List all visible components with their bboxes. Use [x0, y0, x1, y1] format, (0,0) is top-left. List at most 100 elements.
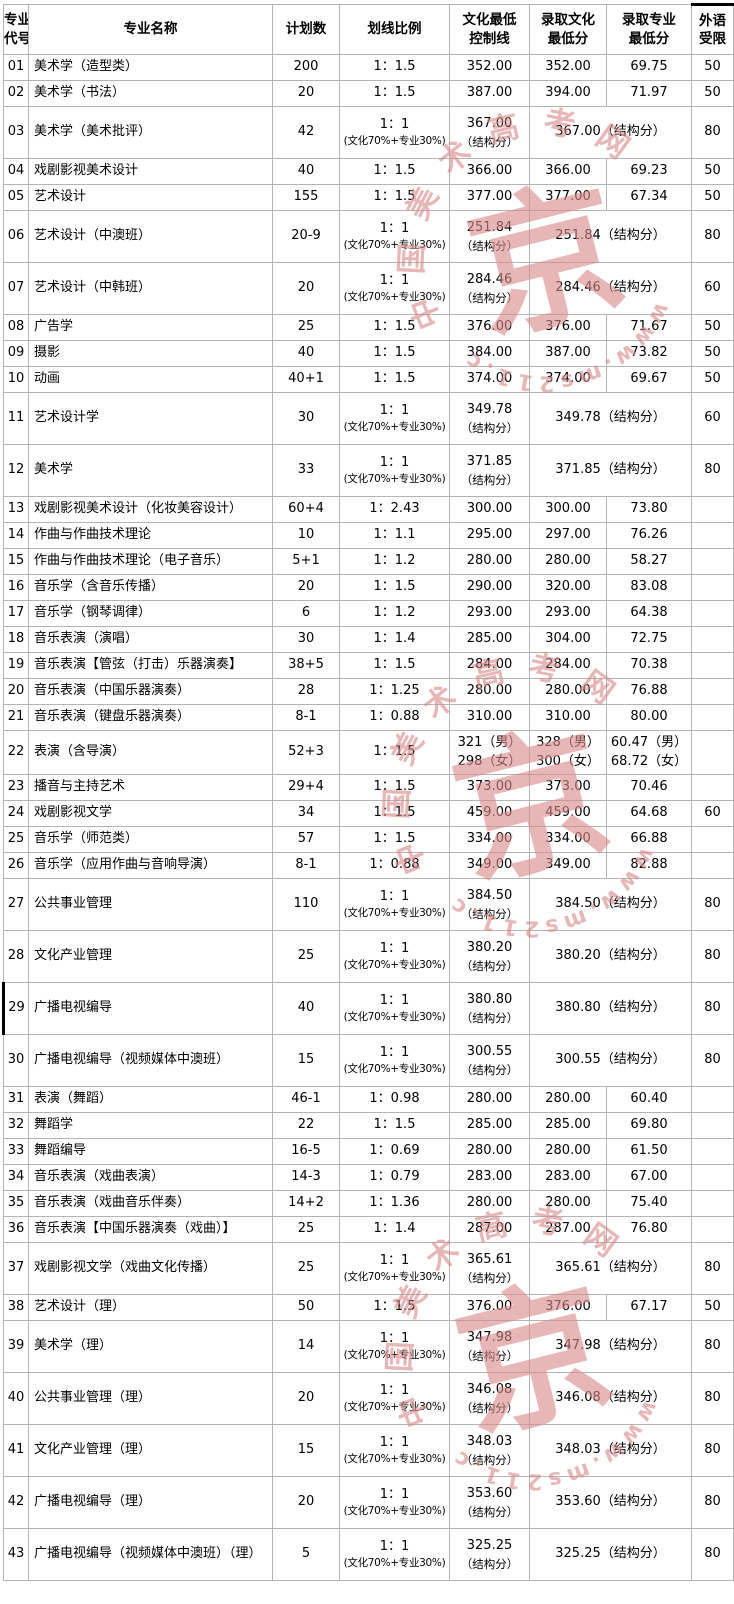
cell-ratio: 1：1 (文化70%+专业30%) — [339, 1424, 450, 1477]
cell-major-code: 32 — [3, 1112, 29, 1139]
cell-ratio: 1：1.5 — [339, 184, 450, 211]
table-row: 01 美术学（造型类） 200 1：1.5 352.00 352.00 69.75 50 — [3, 54, 734, 81]
cell-ratio: 1：1.2 — [339, 600, 450, 627]
cell-major-name: 音乐表演（戏曲音乐伴奏） — [28, 1190, 273, 1217]
cell-major-code: 06 — [3, 210, 29, 263]
cell-ratio: 1：1 (文化70%+专业30%) — [339, 878, 450, 931]
cell-culture-control-line: 325.25 （结构分） — [449, 1528, 530, 1581]
cell-foreign-limit — [691, 652, 734, 679]
cell-plan-count: 50 — [272, 1294, 340, 1321]
cell-major-name: 艺术设计（理） — [28, 1294, 273, 1321]
cell-foreign-limit — [691, 704, 734, 731]
cell-culture-control-line: 384.50 （结构分） — [449, 878, 530, 931]
table-row: 05 艺术设计 155 1：1.5 377.00 377.00 67.34 50 — [3, 184, 734, 211]
cell-culture-control-line: 280.00 — [449, 1138, 530, 1165]
cell-plan-count: 25 — [272, 314, 340, 341]
cell-admit-merged-score: 349.78（结构分） — [529, 392, 692, 445]
cell-major-code: 30 — [3, 1034, 29, 1087]
cell-culture-control-line: 380.20 （结构分） — [449, 930, 530, 983]
cell-admit-culture-min: 310.00 — [529, 704, 607, 731]
cell-foreign-limit — [691, 1190, 734, 1217]
cell-culture-control-line: 367.00 （结构分） — [449, 106, 530, 159]
cell-major-name: 艺术设计 — [28, 184, 273, 211]
cell-culture-control-line: 285.00 — [449, 626, 530, 653]
cell-major-name: 文化产业管理（理） — [28, 1424, 273, 1477]
cell-culture-control-line: 353.60 （结构分） — [449, 1476, 530, 1529]
cell-foreign-limit: 80 — [691, 1320, 734, 1373]
cell-ratio: 1：1.5 — [339, 314, 450, 341]
cell-major-code: 26 — [3, 852, 29, 879]
table-row: 07 艺术设计（中韩班） 20 1：1 (文化70%+专业30%) 284.46 （结构分）… — [3, 262, 734, 315]
table-row: 14 作曲与作曲技术理论 10 1：1.1 295.00 297.00 76.26 — [3, 522, 734, 549]
cell-ratio: 1：1.5 — [339, 54, 450, 81]
cell-admit-major-min: 73.82 — [606, 340, 692, 367]
cell-admit-merged-score: 353.60（结构分） — [529, 1476, 692, 1529]
table-row: 21 音乐表演（键盘乐器演奏） 8-1 1：0.88 310.00 310.00 80.00 — [3, 704, 734, 731]
cell-major-code: 01 — [3, 54, 29, 81]
cell-admit-culture-min: 280.00 — [529, 1190, 607, 1217]
cell-admit-culture-min: 293.00 — [529, 600, 607, 627]
cell-major-code: 33 — [3, 1138, 29, 1165]
cell-major-name: 戏剧影视文学（戏曲文化传播） — [28, 1242, 273, 1295]
cell-admit-merged-score: 325.25（结构分） — [529, 1528, 692, 1581]
scores-table-container: 专业 代号 专业名称 计划数 划线比例 文化最低 控制线 录取文化 — [2, 3, 734, 1581]
cell-culture-control-line: 295.00 — [449, 522, 530, 549]
cell-plan-count: 38+5 — [272, 652, 340, 679]
cell-ratio: 1：0.88 — [339, 704, 450, 731]
cell-major-name: 音乐学（应用作曲与音响导演） — [28, 852, 273, 879]
cell-foreign-limit — [691, 626, 734, 653]
table-row: 37 戏剧影视文学（戏曲文化传播） 25 1：1 (文化70%+专业30%) 365.61… — [3, 1242, 734, 1295]
cell-plan-count: 25 — [272, 1242, 340, 1295]
cell-major-name: 广播电视编导（视频媒体中澳班） — [28, 1034, 273, 1087]
cell-admit-major-min: 61.50 — [606, 1138, 692, 1165]
cell-ratio: 1：1.5 — [339, 80, 450, 107]
cell-plan-count: 28 — [272, 678, 340, 705]
cell-major-code: 35 — [3, 1190, 29, 1217]
cell-major-code: 37 — [3, 1242, 29, 1295]
cell-major-name: 摄影 — [28, 340, 273, 367]
table-row: 06 艺术设计（中澳班） 20-9 1：1 (文化70%+专业30%) 251.84 （结构… — [3, 210, 734, 263]
cell-admit-culture-min: 280.00 — [529, 548, 607, 575]
table-row: 15 作曲与作曲技术理论（电子音乐） 5+1 1：1.2 280.00 280.00 58.… — [3, 548, 734, 575]
cell-culture-control-line: 283.00 — [449, 1164, 530, 1191]
cell-culture-control-line: 280.00 — [449, 548, 530, 575]
cell-culture-control-line: 251.84 （结构分） — [449, 210, 530, 263]
table-row: 22 表演（含导演） 52+3 1：1.5 321（男） 298（女） 328（男） 300（… — [3, 730, 734, 775]
cell-admit-culture-min: 280.00 — [529, 678, 607, 705]
col-header-foreign-limit: 外语 受限 — [691, 3, 734, 55]
cell-major-name: 戏剧影视美术设计 — [28, 158, 273, 185]
cell-plan-count: 15 — [272, 1034, 340, 1087]
cell-major-name: 作曲与作曲技术理论（电子音乐） — [28, 548, 273, 575]
cell-culture-control-line: 376.00 — [449, 314, 530, 341]
cell-major-code: 39 — [3, 1320, 29, 1373]
table-row: 16 音乐学（含音乐传播） 20 1：1.5 290.00 320.00 83.08 — [3, 574, 734, 601]
cell-major-code: 34 — [3, 1164, 29, 1191]
cell-plan-count: 200 — [272, 54, 340, 81]
col-header-major-code: 专业 代号 — [3, 4, 29, 55]
cell-major-name: 美术学（美术批评） — [28, 106, 273, 159]
cell-admit-major-min: 67.34 — [606, 184, 692, 211]
cell-plan-count: 110 — [272, 878, 340, 931]
table-row: 38 艺术设计（理） 50 1：1.5 376.00 376.00 67.17 50 — [3, 1294, 734, 1321]
cell-ratio: 1：1 (文化70%+专业30%) — [339, 1242, 450, 1295]
cell-foreign-limit: 60 — [691, 392, 734, 445]
cell-admit-culture-min: 280.00 — [529, 1138, 607, 1165]
cell-foreign-limit: 50 — [691, 54, 734, 81]
cell-plan-count: 40 — [272, 340, 340, 367]
cell-culture-control-line: 348.03 （结构分） — [449, 1424, 530, 1477]
table-row: 10 动画 40+1 1：1.5 374.00 374.00 69.67 50 — [3, 366, 734, 393]
cell-foreign-limit: 80 — [691, 1424, 734, 1477]
cell-major-code: 40 — [3, 1372, 29, 1425]
cell-plan-count: 5 — [272, 1528, 340, 1581]
cell-ratio: 1：1.5 — [339, 158, 450, 185]
col-header-culture-control-line: 文化最低 控制线 — [449, 4, 530, 55]
cell-admit-merged-score: 348.03（结构分） — [529, 1424, 692, 1477]
cell-admit-major-min: 73.80 — [606, 496, 692, 523]
cell-admit-culture-min: 297.00 — [529, 522, 607, 549]
cell-ratio: 1：1 (文化70%+专业30%) — [339, 106, 450, 159]
cell-major-name: 音乐表演（中国乐器演奏） — [28, 678, 273, 705]
cell-culture-control-line: 377.00 — [449, 184, 530, 211]
cell-admit-major-min: 69.23 — [606, 158, 692, 185]
cell-ratio: 1：1.36 — [339, 1190, 450, 1217]
table-row: 25 音乐学（师范类） 57 1：1.5 334.00 334.00 66.88 — [3, 826, 734, 853]
